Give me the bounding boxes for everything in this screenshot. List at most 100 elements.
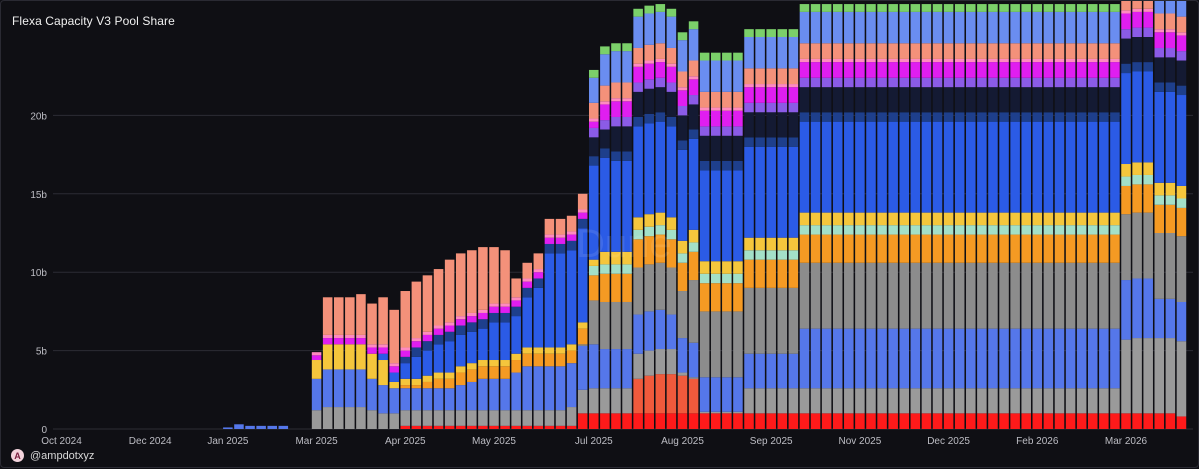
bar-segment [467,250,477,313]
bar-segment [766,259,776,288]
bar-segment [589,259,599,266]
bar-segment [455,253,466,317]
bar-segment [677,372,688,376]
bar-segment [777,353,788,389]
bar-segment [755,102,765,113]
bar-segment [1087,58,1098,63]
bar-segment [844,212,854,226]
bar-segment [345,344,355,370]
bar-segment [1165,91,1176,183]
bar-segment [744,84,754,88]
bar-segment [788,413,799,429]
bar-segment [755,237,765,251]
bar-segment [943,43,954,59]
bar-segment [877,87,887,113]
bar-segment [1032,225,1043,235]
bar-segment [954,388,965,414]
bar-segment [688,76,699,80]
x-tick-label: Jan 2025 [207,436,249,447]
bar-segment [877,77,887,88]
bar-segment [677,262,688,292]
bar-segment [511,278,521,298]
bar-segment [855,262,865,329]
bar-segment [489,360,499,367]
bar-segment [777,259,788,288]
bar-segment [943,388,954,414]
bar-segment [600,104,610,121]
bar-segment [722,377,732,412]
bar-segment [921,328,932,389]
bar-segment [910,87,921,113]
bar-segment [400,388,411,411]
bar-segment [844,388,854,414]
bar-segment [932,43,943,59]
bar-segment [1065,262,1076,329]
bar-segment [954,58,965,63]
author-handle[interactable]: @ampdotxyz [30,449,95,462]
bar-segment [1176,16,1187,33]
bar-segment [899,121,910,213]
bar-segment [1043,234,1054,263]
bar-segment [1132,184,1142,213]
bar-segment [744,102,754,113]
bar-segment [777,84,788,88]
bar-segment [389,309,399,364]
bar-segment [688,104,699,130]
bar-segment [600,46,610,55]
bar-segment [1143,27,1153,37]
bar-segment [766,287,776,354]
bar-segment [788,353,799,389]
bar-segment [910,62,921,78]
bar-segment [899,11,910,44]
bar-segment [389,363,399,367]
bar-segment [1176,1,1187,17]
bar-segment [1110,58,1120,63]
bar-segment [1032,62,1043,78]
bar-segment [966,43,976,59]
bar-segment [932,62,943,78]
bar-segment [766,37,776,69]
bar-segment [788,287,799,354]
bar-segment [710,91,721,108]
bar-segment [866,43,876,59]
bar-segment [988,87,998,113]
bar-segment [821,62,832,78]
bar-segment [389,372,399,382]
bar-segment [511,353,521,361]
bar-segment [400,350,411,357]
bar-segment [755,353,765,389]
bar-segment [755,68,765,85]
bar-segment [1010,58,1020,63]
bar-segment [633,378,643,414]
bar-segment [722,311,732,378]
bar-segment [589,102,599,119]
bar-segment [877,11,887,44]
bar-segment [899,328,910,389]
bar-segment [1099,11,1109,44]
bar-segment [766,237,776,251]
bar-segment [866,328,876,389]
bar-segment [799,121,810,213]
bar-segment [444,388,455,411]
bar-segment [888,212,898,226]
bar-segment [622,151,632,161]
bar-segment [322,344,333,370]
bar-segment [367,303,377,345]
bar-segment [766,137,776,147]
bar-segment [455,385,466,411]
bar-segment [589,165,599,260]
bar-segment [1176,32,1187,36]
bar-segment [666,82,677,92]
bar-segment [478,312,488,320]
bar-segment [489,425,499,429]
bar-segment [1054,58,1065,63]
bar-segment [688,95,699,105]
bar-segment [655,212,666,226]
bar-segment [821,121,832,213]
bar-segment [1110,328,1120,389]
bar-segment [1099,77,1109,88]
bar-segment [577,345,588,390]
author-avatar[interactable]: A [11,449,24,462]
bar-segment [1121,413,1131,429]
